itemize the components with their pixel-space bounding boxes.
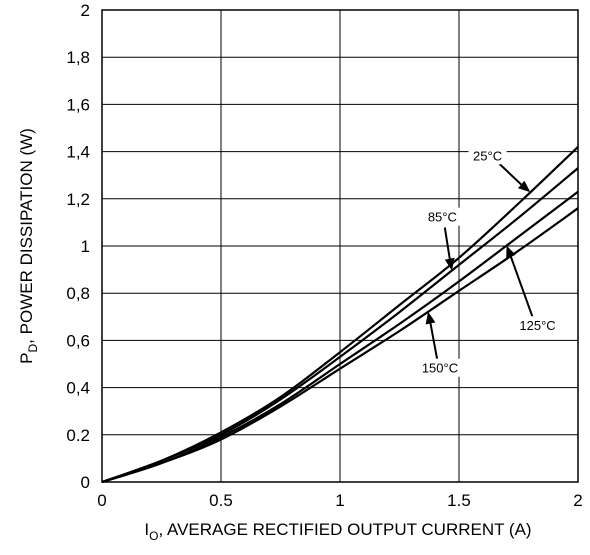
curve-150-c (101, 207, 579, 484)
x-axis-title-rest: , AVERAGE RECTIFIED OUTPUT CURRENT (A) (158, 520, 531, 539)
y-axis-title-main: P (17, 352, 36, 363)
annotation-label-150-c: 150°C (422, 361, 458, 376)
x-axis-title: IO, AVERAGE RECTIFIED OUTPUT CURRENT (A) (144, 520, 531, 543)
plot-frame (101, 9, 579, 483)
tick-labels: 0 0.5 1 1.5 2 0 0.2 0,4 0,6 0,8 1 1,2 1,4 1,6 1,8 2 (66, 1, 582, 510)
annotation-arrowhead-125-c (506, 245, 516, 259)
x-tick-label: 0 (97, 491, 106, 510)
annotation-arrow-85-c (443, 227, 451, 259)
annotation-arrow-125-c (509, 256, 534, 318)
x-tick-label: 2 (573, 491, 582, 510)
annotation-label-85-c: 85°C (428, 210, 457, 225)
y-tick-label: 1,2 (66, 190, 90, 209)
annotation-arrowhead-150-c (425, 311, 436, 325)
x-axis-title-sub: O (149, 529, 158, 543)
annotation-arrow-150-c (429, 323, 439, 360)
curve-layer (101, 146, 579, 484)
y-tick-label: 1,4 (66, 143, 90, 162)
annotation-arrowhead-25-c (518, 180, 531, 193)
annotation-label-background (416, 358, 463, 377)
x-axis-title-main: I (144, 520, 149, 539)
annotation-label-125-c: 125°C (519, 318, 555, 333)
y-axis-title: PD, POWER DISSIPATION (W) (17, 128, 40, 364)
curve-annotations: 25°C 85°C 125°C 150°C (416, 146, 561, 377)
annotation-label-background (468, 146, 507, 165)
y-tick-label: 0 (81, 473, 90, 492)
y-axis-title-rest: , POWER DISSIPATION (W) (17, 128, 36, 344)
annotation-label-25-c: 25°C (473, 148, 502, 163)
x-tick-label: 0.5 (209, 491, 233, 510)
x-tick-label: 1 (335, 491, 344, 510)
y-axis-title-sub: D (26, 343, 40, 352)
y-tick-label: 1,8 (66, 48, 90, 67)
y-tick-label: 0,4 (66, 379, 90, 398)
y-tick-label: 0.2 (66, 426, 90, 445)
annotation-arrow-25-c (497, 162, 522, 186)
annotation-label-background (423, 207, 462, 226)
annotation-arrowhead-85-c (444, 257, 455, 271)
annotation-label-background (514, 316, 561, 335)
curve-85-c (101, 167, 579, 484)
y-tick-label: 0,8 (66, 284, 90, 303)
y-tick-label: 1 (81, 237, 90, 256)
y-tick-label: 0,6 (66, 331, 90, 350)
y-tick-label: 2 (81, 1, 90, 20)
y-tick-label: 1,6 (66, 95, 90, 114)
x-tick-label: 1.5 (447, 491, 471, 510)
